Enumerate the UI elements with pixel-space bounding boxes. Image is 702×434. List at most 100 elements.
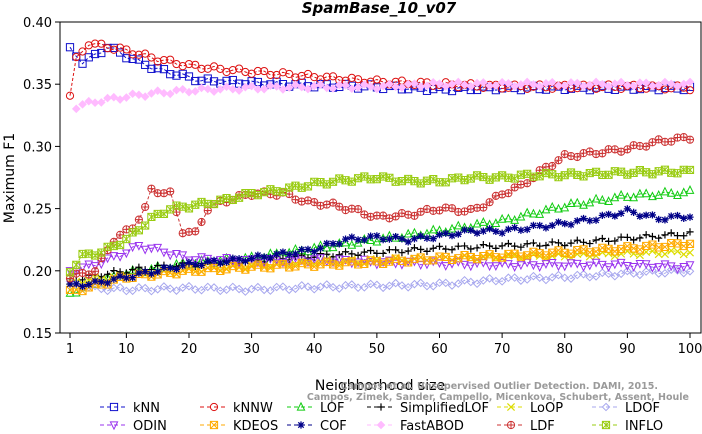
data-point-cof (673, 211, 682, 220)
data-point-cof (542, 224, 550, 232)
data-point-cof (304, 245, 312, 254)
data-point-ldof (660, 268, 670, 278)
data-point-simplifiedlof (498, 242, 506, 250)
legend-swatch-marker (601, 420, 611, 430)
data-point-odin (679, 263, 689, 272)
data-point-odin (391, 259, 401, 269)
y-tick-label: 0.25 (23, 203, 52, 218)
data-point-inflo (266, 185, 275, 194)
data-point-ldof (566, 274, 576, 283)
data-point-inflo (654, 167, 663, 176)
data-point-cof (467, 226, 475, 234)
data-point-ldf (410, 211, 419, 220)
data-point-inflo (642, 168, 651, 177)
data-point-cof (630, 208, 638, 216)
data-point-knnw (253, 66, 262, 76)
data-point-simplifiedlof (680, 232, 688, 240)
data-point-fastabod (560, 81, 570, 91)
data-point-lof (428, 224, 438, 234)
data-point-lof (673, 190, 682, 200)
data-point-cof (517, 226, 525, 234)
data-point-cof (511, 224, 519, 232)
data-point-odin (159, 248, 169, 258)
data-point-knnw (266, 70, 275, 80)
legend-label: kNN (133, 401, 160, 416)
data-point-cof (648, 211, 657, 219)
data-point-inflo (566, 168, 576, 177)
x-tick-label: 20 (181, 342, 198, 357)
data-point-ldof (360, 283, 369, 292)
data-point-knn (65, 43, 75, 52)
data-point-ldf (523, 179, 532, 188)
data-point-simplifiedlof (573, 236, 581, 244)
data-point-cof (254, 251, 262, 259)
data-point-odin (641, 260, 651, 270)
data-point-odin (516, 261, 526, 271)
data-point-cof (266, 254, 275, 262)
data-point-knnw (103, 44, 112, 53)
data-point-fastabod (103, 93, 112, 103)
data-point-cof (172, 265, 181, 273)
data-point-ldof (228, 282, 238, 292)
legend-label: kNNW (233, 401, 273, 416)
data-point-lof (510, 215, 520, 224)
data-point-ldof (366, 279, 375, 289)
data-point-fastabod (673, 82, 682, 91)
data-point-inflo (410, 177, 419, 186)
data-point-ldof (604, 269, 613, 279)
data-point-fastabod (403, 79, 413, 89)
data-point-odin (566, 259, 576, 269)
series-ldof (65, 265, 695, 296)
data-point-fastabod (209, 87, 219, 96)
data-point-ldof (485, 274, 494, 283)
data-point-knn (78, 59, 87, 68)
data-point-simplifiedlof (623, 233, 631, 241)
data-point-odin (215, 256, 225, 265)
data-point-cof (78, 282, 87, 291)
data-point-fastabod (516, 80, 526, 89)
x-tick-label: 80 (556, 342, 573, 357)
legend-label: LoOP (530, 401, 563, 416)
data-point-knn (209, 77, 219, 86)
data-point-inflo (109, 241, 118, 251)
data-point-simplifiedlof (442, 245, 450, 253)
data-point-cof (385, 235, 393, 243)
data-point-ldf (642, 142, 651, 151)
data-point-cof (248, 255, 256, 263)
data-point-simplifiedlof (548, 238, 556, 246)
data-point-inflo (335, 174, 344, 183)
data-point-simplifiedlof (492, 244, 500, 253)
data-point-odin (384, 256, 394, 266)
data-point-inflo (122, 234, 131, 244)
data-point-ldf (328, 198, 338, 207)
data-point-ldof (241, 287, 250, 296)
data-point-cof (135, 269, 143, 277)
data-point-knnw (685, 86, 695, 95)
data-point-odin (604, 263, 613, 273)
data-point-lof (328, 242, 338, 252)
data-point-odin (147, 244, 156, 254)
data-point-fastabod (372, 84, 382, 94)
data-point-cof (554, 218, 563, 226)
data-point-cof (179, 262, 187, 270)
data-point-inflo (184, 204, 194, 213)
data-point-simplifiedlof (323, 250, 331, 258)
data-point-cof (91, 277, 99, 285)
data-point-cof (485, 225, 494, 233)
data-point-lof (610, 192, 620, 202)
data-point-ldf (90, 267, 100, 276)
data-point-fastabod (153, 86, 162, 96)
data-point-inflo (422, 176, 432, 185)
data-point-lof (560, 202, 570, 212)
data-point-inflo (685, 165, 695, 175)
legend-item-kdeos: KDEOS (200, 419, 278, 434)
data-point-ldof (165, 284, 175, 294)
data-point-ldf (447, 204, 457, 213)
data-point-odin (460, 260, 469, 270)
data-point-cof (454, 230, 462, 238)
legend-swatch-marker (506, 402, 516, 412)
data-point-odin (103, 254, 112, 264)
data-point-simplifiedlof (542, 241, 550, 250)
data-point-cof (273, 250, 281, 258)
data-point-fastabod (654, 80, 663, 90)
